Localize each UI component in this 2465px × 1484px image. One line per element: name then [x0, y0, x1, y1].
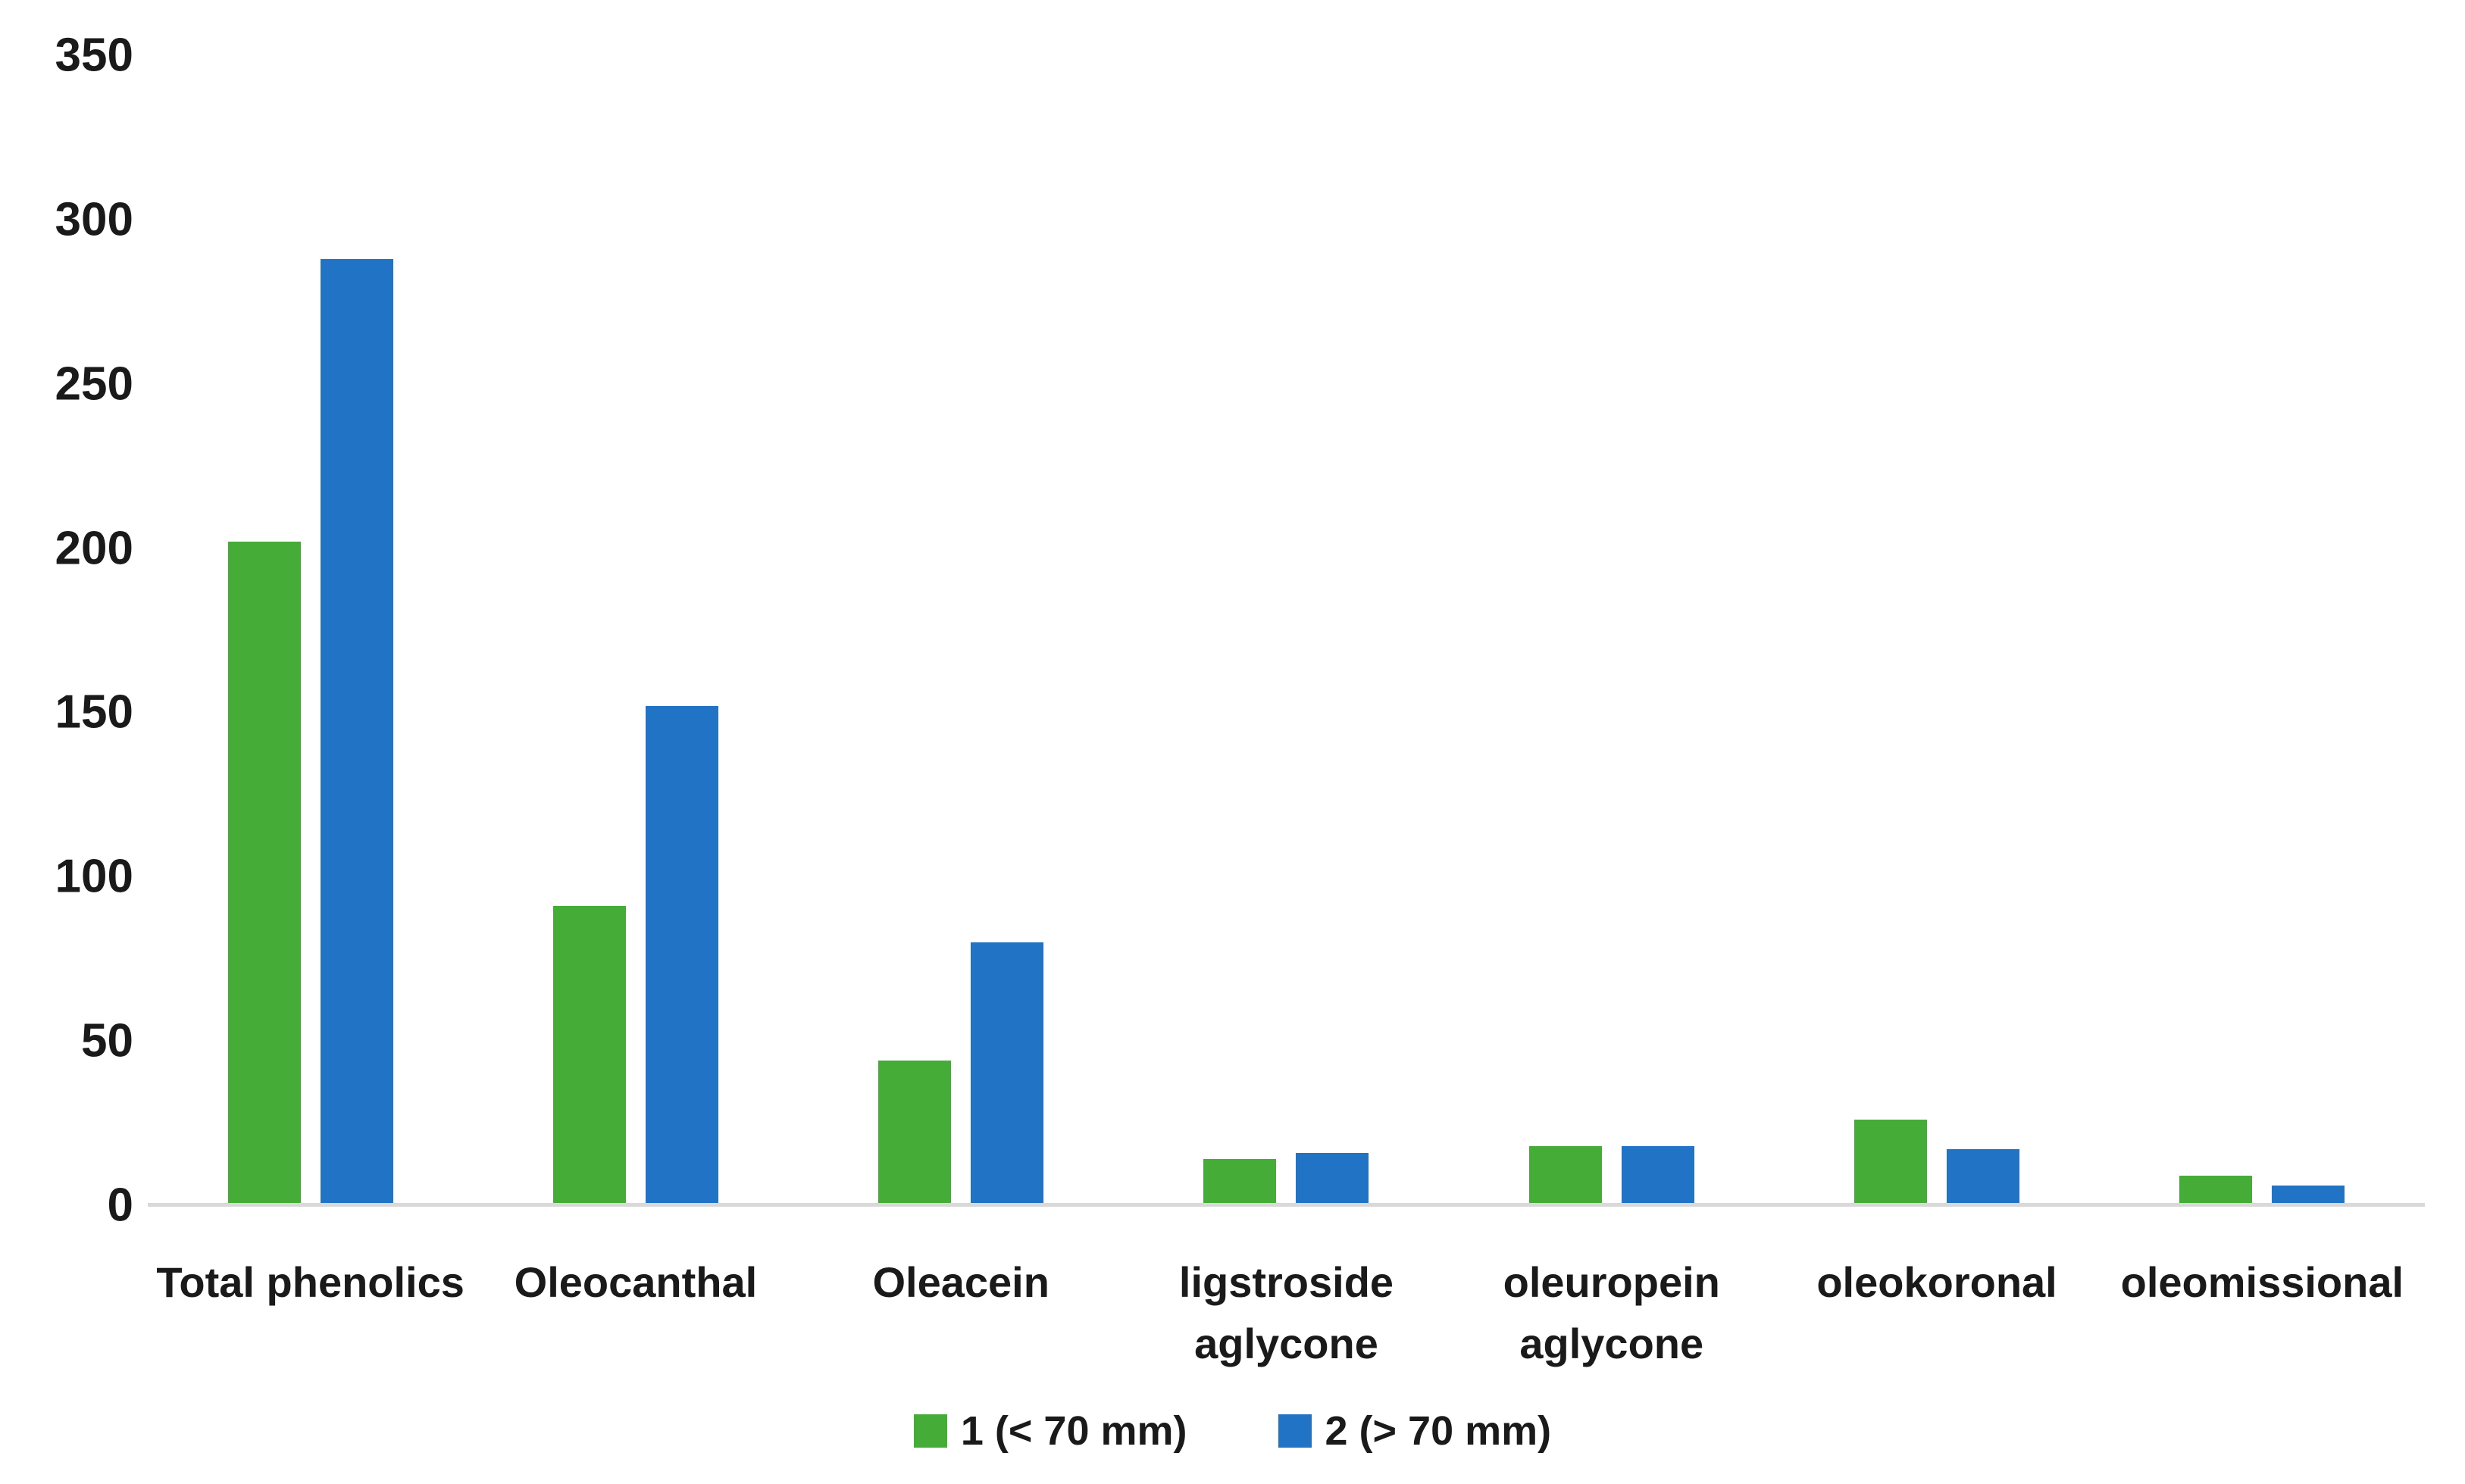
bar-series1	[2179, 1175, 2253, 1205]
y-tick-label: 200	[55, 522, 133, 575]
bar-group	[1124, 55, 1449, 1205]
bar-group	[1449, 55, 1774, 1205]
x-axis-line	[148, 1203, 2425, 1207]
x-category-label: ligstroside aglycone	[1178, 1258, 1394, 1368]
bars-row	[148, 55, 2425, 1205]
y-axis: 0 50 100 150 200 250 300 350	[0, 30, 136, 1232]
bar-series1	[1528, 1145, 1602, 1205]
legend-label: 1 (< 70 mm)	[960, 1408, 1187, 1454]
bar-series2	[971, 942, 1044, 1205]
x-category-label-slot: Total phenolics	[148, 1251, 473, 1374]
bar-group	[799, 55, 1124, 1205]
y-tick-label: 150	[55, 686, 133, 739]
bar-series2	[645, 705, 718, 1205]
bar-series2	[2272, 1185, 2345, 1205]
x-category-label: oleokoronal	[1816, 1258, 2057, 1306]
bar-group	[148, 55, 473, 1205]
legend-label: 2 (> 70 mm)	[1325, 1408, 1552, 1454]
x-axis-category-labels: Total phenolics Oleocanthal Oleacein ligstr…	[148, 1251, 2425, 1374]
y-tick-label: 50	[81, 1014, 133, 1067]
y-tick-label: 350	[55, 29, 133, 82]
bar-series1	[878, 1061, 952, 1205]
bar-series1	[1203, 1159, 1277, 1205]
y-tick-label: 300	[55, 193, 133, 246]
bar-group	[1774, 55, 2099, 1205]
x-category-label-slot: ligstroside aglycone	[1124, 1251, 1449, 1374]
x-category-label-slot: oleuropein aglycone	[1449, 1251, 1774, 1374]
y-tick-label: 0	[107, 1179, 133, 1232]
x-category-label-slot: Oleacein	[799, 1251, 1124, 1374]
chart-legend: 1 (< 70 mm) 2 (> 70 mm)	[0, 1407, 2465, 1454]
legend-item: 2 (> 70 mm)	[1278, 1407, 1552, 1454]
x-category-label-slot: oleomissional	[2100, 1251, 2425, 1374]
legend-item: 1 (< 70 mm)	[913, 1407, 1187, 1454]
x-category-label-slot: Oleocanthal	[473, 1251, 798, 1374]
legend-swatch-icon	[913, 1414, 947, 1448]
x-category-label: Oleacein	[872, 1258, 1050, 1306]
bar-series1	[1854, 1120, 1928, 1205]
bar-series2	[1296, 1152, 1369, 1205]
bar-series2	[1947, 1149, 2020, 1205]
x-category-label: Oleocanthal	[514, 1258, 758, 1306]
x-category-label: oleomissional	[2120, 1258, 2404, 1306]
y-tick-label: 250	[55, 358, 133, 411]
bar-series1	[552, 906, 626, 1205]
x-category-label-slot: oleokoronal	[1774, 1251, 2099, 1374]
plot-area	[148, 55, 2425, 1207]
x-category-label: Total phenolics	[156, 1258, 465, 1306]
bar-series2	[320, 258, 393, 1205]
bar-group	[2100, 55, 2425, 1205]
x-category-label: oleuropein aglycone	[1503, 1258, 1720, 1368]
bar-group	[473, 55, 798, 1205]
y-tick-label: 100	[55, 850, 133, 903]
bar-series1	[227, 541, 301, 1205]
bar-series2	[1621, 1145, 1694, 1205]
legend-swatch-icon	[1278, 1414, 1312, 1448]
